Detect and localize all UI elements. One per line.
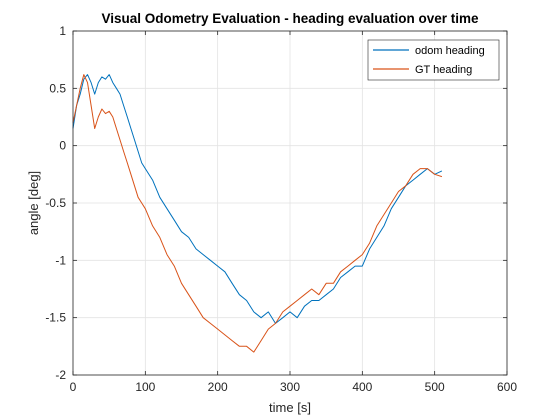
legend-label-gt-heading: GT heading: [415, 64, 472, 76]
x-tick-label: 400: [352, 380, 372, 394]
y-tick-label: -1.5: [45, 311, 66, 325]
y-tick-label: -0.5: [45, 196, 66, 210]
chart-title: Visual Odometry Evaluation - heading eva…: [101, 11, 479, 26]
y-tick-label: 1: [59, 24, 66, 38]
legend-box: [367, 39, 500, 81]
series-line-gt-heading: [72, 74, 443, 353]
legend-label-odom-heading: odom heading: [415, 45, 485, 57]
x-tick-label: 500: [425, 380, 445, 394]
x-axis-label: time [s]: [269, 400, 311, 415]
y-axis-label: angle [deg]: [26, 171, 41, 235]
legend: odom heading GT heading: [367, 39, 500, 81]
x-tick-label: 0: [70, 380, 77, 394]
x-tick-label: 600: [497, 380, 517, 394]
x-tick-label: 200: [208, 380, 228, 394]
plot-lines: [72, 74, 443, 353]
y-tick-label: 0: [59, 139, 66, 153]
series-line-odom-heading: [72, 74, 443, 324]
y-tick-label: 0.5: [49, 81, 66, 95]
x-tick-label: 100: [135, 380, 155, 394]
y-tick-label: -1: [55, 253, 66, 267]
y-tick-label: -2: [55, 368, 66, 382]
ticks: 0 100 200 300 400 500 600 -2 -1.5 -1 -0.5 0 0.5 1: [45, 24, 517, 394]
x-tick-label: 300: [280, 380, 300, 394]
